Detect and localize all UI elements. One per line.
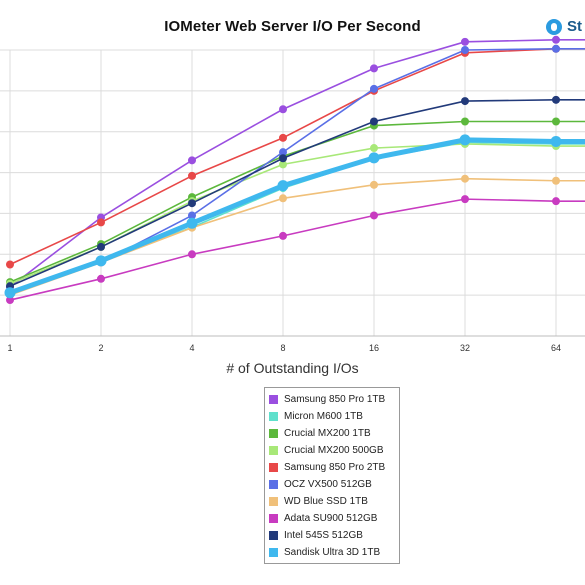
x-tick-label: 64 <box>551 343 561 353</box>
legend-swatch <box>269 395 278 404</box>
legend-swatch <box>269 480 278 489</box>
brand-logo: St <box>546 18 582 35</box>
legend-item: Sandisk Ultra 3D 1TB <box>269 544 395 561</box>
data-point <box>370 117 378 126</box>
series-line <box>9 38 585 288</box>
data-point <box>370 180 378 189</box>
data-point <box>370 64 378 73</box>
legend-swatch <box>269 548 278 557</box>
legend-swatch <box>269 412 278 421</box>
data-point <box>188 156 196 165</box>
data-point <box>279 194 287 203</box>
data-point <box>95 255 107 267</box>
data-point <box>188 171 196 180</box>
legend-label: Sandisk Ultra 3D 1TB <box>284 547 381 558</box>
legend-swatch <box>269 429 278 438</box>
data-point <box>552 35 560 44</box>
x-tick-label: 8 <box>280 343 285 353</box>
data-point <box>279 148 287 157</box>
data-point <box>368 152 380 164</box>
data-point <box>370 144 378 153</box>
legend-swatch <box>269 531 278 540</box>
legend-label: Crucial MX200 1TB <box>284 428 371 439</box>
series-line <box>9 198 585 301</box>
legend-label: Crucial MX200 500GB <box>284 445 384 456</box>
data-point <box>552 197 560 206</box>
data-point <box>461 117 469 126</box>
data-point <box>552 117 560 126</box>
data-point <box>188 211 196 220</box>
legend-label: Intel 545S 512GB <box>284 530 363 541</box>
legend-label: Micron M600 1TB <box>284 411 363 422</box>
data-point <box>370 211 378 220</box>
legend-item: Micron M600 1TB <box>269 408 395 425</box>
series-line <box>9 99 585 287</box>
legend-item: WD Blue SSD 1TB <box>269 493 395 510</box>
legend-item: Crucial MX200 500GB <box>269 442 395 459</box>
data-point <box>552 44 560 53</box>
x-tick-label: 16 <box>369 343 379 353</box>
data-point <box>552 95 560 104</box>
data-point <box>279 133 287 142</box>
chart-legend: Samsung 850 Pro 1TB Micron M600 1TB Crucia… <box>264 387 400 564</box>
series-line <box>9 177 585 296</box>
data-point <box>279 105 287 114</box>
chart-title: IOMeter Web Server I/O Per Second <box>164 18 421 35</box>
legend-item: Crucial MX200 1TB <box>269 425 395 442</box>
data-point <box>6 296 14 305</box>
brand-text: St <box>567 18 582 35</box>
data-point <box>279 160 287 169</box>
data-point <box>277 180 289 192</box>
data-point <box>188 199 196 208</box>
data-point <box>97 218 105 227</box>
data-point <box>459 134 471 146</box>
x-tick-label: 2 <box>98 343 103 353</box>
legend-label: Adata SU900 512GB <box>284 513 378 524</box>
series-line <box>9 120 585 283</box>
legend-item: Samsung 850 Pro 2TB <box>269 459 395 476</box>
data-point <box>461 97 469 106</box>
data-point <box>461 46 469 54</box>
legend-label: WD Blue SSD 1TB <box>284 496 368 507</box>
legend-swatch <box>269 446 278 455</box>
data-point <box>461 195 469 204</box>
x-axis-label: # of Outstanding I/Os <box>226 360 359 376</box>
legend-swatch <box>269 514 278 523</box>
legend-item: Adata SU900 512GB <box>269 510 395 527</box>
series-line <box>9 141 585 296</box>
legend-item: Samsung 850 Pro 1TB <box>269 391 395 408</box>
legend-label: OCZ VX500 512GB <box>284 479 372 490</box>
series-line <box>9 137 585 296</box>
data-point <box>550 136 562 148</box>
legend-swatch <box>269 497 278 506</box>
data-point <box>279 154 287 163</box>
data-point <box>552 176 560 185</box>
legend-label: Samsung 850 Pro 2TB <box>284 462 386 473</box>
data-point <box>188 250 196 259</box>
legend-label: Samsung 850 Pro 1TB <box>284 394 386 405</box>
series-line <box>9 47 585 293</box>
x-tick-label: 4 <box>189 343 194 353</box>
data-point <box>461 174 469 183</box>
legend-swatch <box>269 463 278 472</box>
data-point <box>186 217 198 229</box>
legend-item: OCZ VX500 512GB <box>269 476 395 493</box>
data-point <box>97 274 105 283</box>
data-point <box>4 287 16 299</box>
data-point <box>461 37 469 46</box>
data-point <box>370 84 378 93</box>
brand-logo-icon <box>546 18 562 35</box>
legend-item: Intel 545S 512GB <box>269 527 395 544</box>
x-tick-label: 32 <box>460 343 470 353</box>
data-point <box>6 260 14 269</box>
data-point <box>279 231 287 240</box>
data-point <box>97 242 105 251</box>
x-tick-label: 1 <box>7 343 12 353</box>
